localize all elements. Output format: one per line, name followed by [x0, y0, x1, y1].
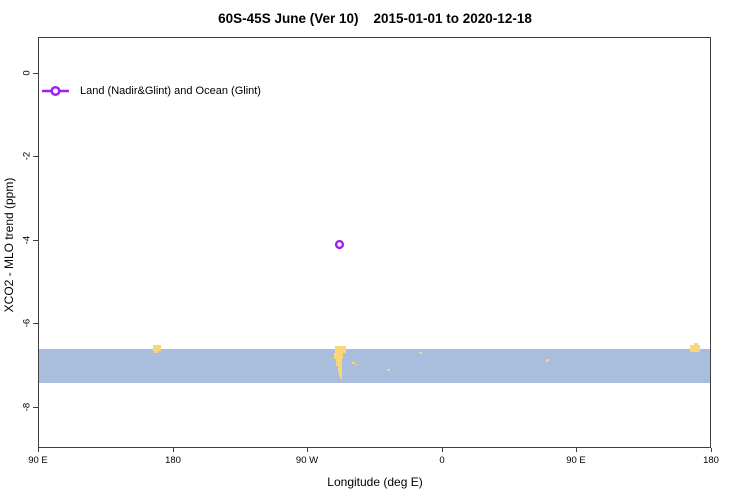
- land-pixel: [335, 346, 346, 353]
- land-pixel: [153, 345, 161, 351]
- land-pixel: [694, 343, 698, 345]
- x-axis-tick-label: 90 E: [28, 455, 48, 466]
- chart-title: 60S-45S June (Ver 10) 2015-01-01 to 2020-…: [0, 11, 750, 26]
- x-axis-tick: [576, 448, 577, 452]
- land-pixel: [356, 364, 358, 365]
- land-pixel: [340, 376, 342, 379]
- land-pixel: [352, 362, 355, 364]
- title-region-text: 60S-45S June (Ver 10): [218, 11, 359, 26]
- plot-area: Land (Nadir&Glint) and Ocean (Glint): [38, 37, 711, 448]
- y-axis-tick-label: 0: [21, 70, 33, 76]
- y-axis-tick: [33, 156, 38, 157]
- y-axis-tick-label: -4: [21, 235, 33, 245]
- land-pixel: [154, 351, 158, 353]
- land-pixel: [339, 372, 342, 376]
- data-point-marker: [334, 239, 345, 250]
- land-pixel: [690, 345, 700, 352]
- legend: Land (Nadir&Glint) and Ocean (Glint): [41, 83, 261, 99]
- y-axis-tick: [33, 323, 38, 324]
- x-axis-tick-label: 180: [165, 455, 181, 466]
- x-axis-tick: [173, 448, 174, 452]
- y-axis-tick: [33, 73, 38, 74]
- x-axis-label: Longitude (deg E): [327, 475, 423, 489]
- latitude-band-ocean: [39, 349, 710, 383]
- x-axis-tick: [307, 448, 308, 452]
- x-axis-tick: [442, 448, 443, 452]
- land-pixel: [546, 359, 549, 362]
- map-and-data-layer: [153, 239, 700, 379]
- title-daterange-text: 2015-01-01 to 2020-12-18: [373, 11, 532, 26]
- x-axis-tick-label: 90 E: [566, 455, 586, 466]
- legend-marker-icon: [42, 85, 69, 97]
- x-axis-tick-label: 90 W: [295, 455, 319, 466]
- land-pixel: [387, 369, 390, 371]
- y-axis-label: XCO2 - MLO trend (ppm): [2, 177, 16, 313]
- x-axis-tick: [38, 448, 39, 452]
- land-pixel: [419, 352, 422, 354]
- x-axis-tick-label: 180: [703, 455, 719, 466]
- y-axis-tick-label: -2: [21, 151, 33, 161]
- x-axis-tick-label: 0: [439, 455, 445, 466]
- y-axis-tick: [33, 407, 38, 408]
- land-pixel: [338, 366, 342, 372]
- land-pixel: [334, 353, 343, 359]
- legend-label: Land (Nadir&Glint) and Ocean (Glint): [80, 85, 261, 97]
- legend-circle-marker: [50, 85, 61, 97]
- y-axis-tick: [33, 240, 38, 241]
- x-axis-tick: [711, 448, 712, 452]
- land-pixel: [336, 359, 342, 366]
- y-axis-tick-label: -6: [21, 318, 33, 328]
- y-axis-tick-label: -8: [21, 402, 33, 412]
